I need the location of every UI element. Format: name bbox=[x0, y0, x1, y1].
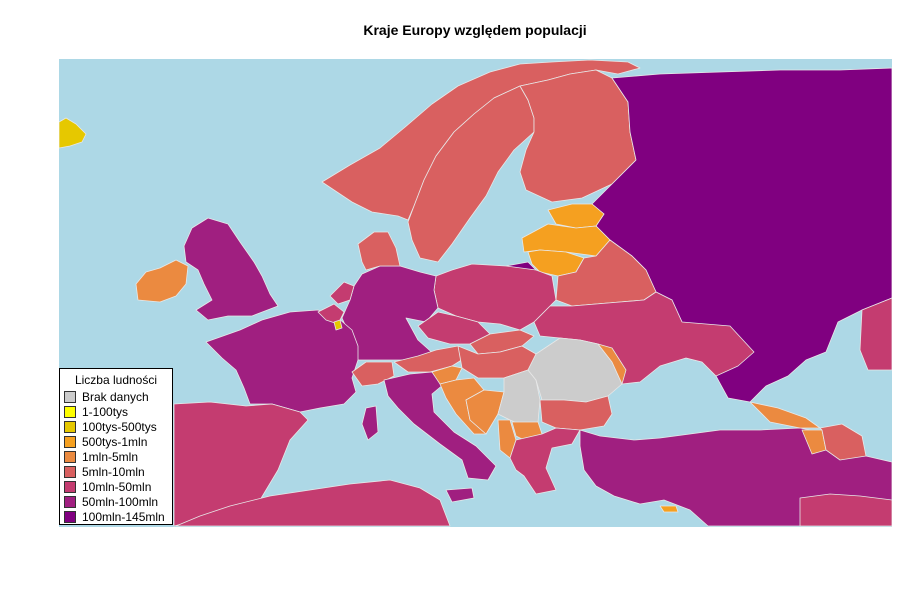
legend-label: 1-100tys bbox=[82, 404, 129, 419]
region-syria bbox=[799, 493, 892, 527]
region-france bbox=[205, 309, 359, 413]
map-title: Kraje Europy względem populacji bbox=[363, 22, 587, 38]
region-poland bbox=[433, 263, 557, 331]
legend-swatch bbox=[64, 465, 76, 478]
legend-item: 50mln-100mln bbox=[60, 494, 172, 509]
region-finland bbox=[519, 69, 637, 203]
region-luxembourg bbox=[333, 319, 343, 331]
legend-swatch bbox=[64, 495, 76, 508]
region-cyprus bbox=[659, 505, 679, 513]
region-netherlands bbox=[329, 281, 355, 305]
region-uk bbox=[183, 217, 279, 321]
legend-item: 10mln-50mln bbox=[60, 479, 172, 494]
region-belgium bbox=[317, 303, 345, 325]
region-denmark bbox=[357, 231, 401, 271]
legend-item: 100mln-145mln bbox=[60, 509, 172, 524]
legend-swatch bbox=[64, 480, 76, 493]
region-ireland bbox=[135, 259, 189, 303]
region-germany bbox=[341, 265, 439, 363]
legend-item: 1mln-5mln bbox=[60, 449, 172, 464]
region-greece bbox=[509, 427, 581, 495]
region-estonia bbox=[547, 203, 605, 229]
legend-swatch bbox=[64, 510, 76, 523]
region-slovenia bbox=[431, 365, 463, 385]
legend-label: 5mln-10mln bbox=[82, 464, 145, 479]
legend-item: Brak danych bbox=[60, 389, 172, 404]
legend-swatch bbox=[64, 435, 76, 448]
region-sardinia-corsica bbox=[361, 405, 379, 441]
legend-item: 100tys-500tys bbox=[60, 419, 172, 434]
legend-item: 5mln-10mln bbox=[60, 464, 172, 479]
legend-label: Brak danych bbox=[82, 389, 149, 404]
legend-label: 50mln-100mln bbox=[82, 494, 159, 509]
legend-item: 500tys-1mln bbox=[60, 434, 172, 449]
legend-swatch bbox=[64, 390, 76, 403]
region-algeria-tunisia bbox=[175, 479, 451, 527]
europe-population-map bbox=[59, 59, 892, 527]
region-kazakhstan bbox=[859, 297, 892, 371]
legend-item: 1-100tys bbox=[60, 404, 172, 419]
region-moldova bbox=[597, 343, 627, 385]
legend-label: 10mln-50mln bbox=[82, 479, 152, 494]
region-bulgaria bbox=[539, 395, 613, 431]
region-switzerland bbox=[351, 361, 395, 387]
legend-label: 1mln-5mln bbox=[82, 449, 139, 464]
legend-swatch bbox=[64, 450, 76, 463]
legend-label: 100tys-500tys bbox=[82, 419, 157, 434]
legend-title: Liczba ludności bbox=[74, 373, 158, 387]
legend: Liczba ludności Brak danych 1-100tys 100ty… bbox=[59, 368, 173, 525]
legend-swatch bbox=[64, 420, 76, 433]
region-azerbaijan bbox=[819, 423, 867, 461]
legend-label: 500tys-1mln bbox=[82, 434, 148, 449]
legend-label: 100mln-145mln bbox=[82, 509, 165, 524]
legend-swatch bbox=[64, 405, 76, 418]
region-iceland bbox=[59, 117, 87, 149]
